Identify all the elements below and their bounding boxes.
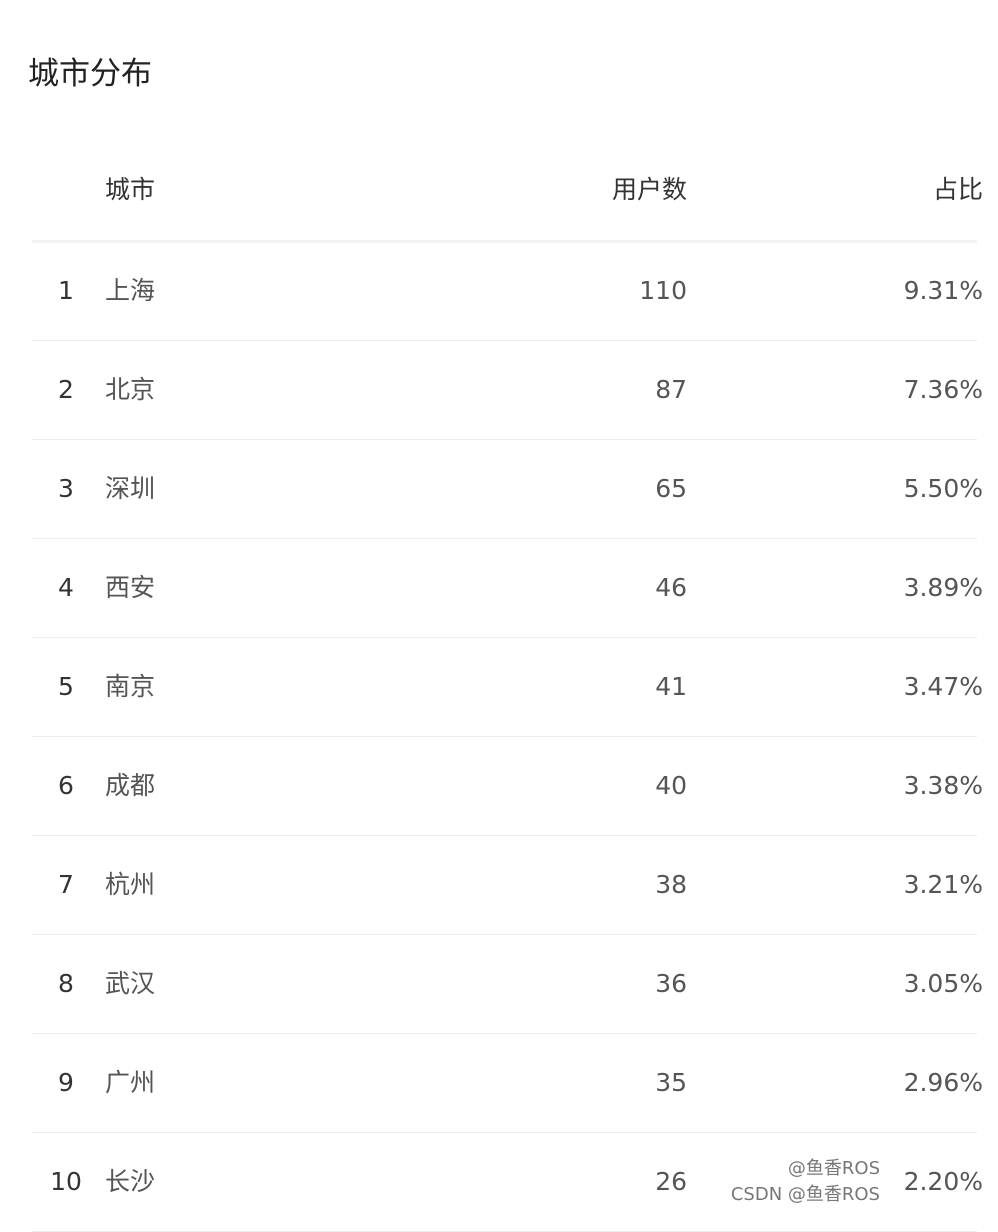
cell-rank: 9 [58,1068,74,1097]
table-row: 7 杭州 38 3.21% [32,835,983,935]
cell-rank: 10 [50,1167,82,1196]
cell-share: 3.21% [903,870,983,899]
cell-city: 长沙 [105,1167,156,1196]
watermark: @鱼香ROS [787,1158,880,1179]
table-row: 10 长沙 26 2.20% [32,1132,983,1232]
cell-rank: 6 [58,771,74,800]
cell-share: 9.31% [903,276,983,305]
cell-users: 38 [655,870,687,899]
cell-rank: 1 [58,276,74,305]
table-row: 4 西安 46 3.89% [32,538,983,638]
cell-city: 武汉 [105,969,156,998]
table-row: 9 广州 35 2.96% [32,1033,983,1133]
cell-share: 2.96% [903,1068,983,1097]
cell-users: 35 [655,1068,687,1097]
cell-share: 3.38% [903,771,983,800]
cell-share: 3.47% [903,672,983,701]
cell-rank: 4 [58,573,74,602]
cell-city: 上海 [105,276,156,305]
cell-rank: 8 [58,969,74,998]
table-row: 6 成都 40 3.38% [32,736,983,836]
cell-city: 西安 [105,573,156,602]
cell-users: 87 [655,375,687,404]
cell-city: 成都 [105,771,156,800]
cell-share: 3.05% [903,969,983,998]
cell-users: 65 [655,474,687,503]
cell-city: 北京 [105,375,156,404]
table-row: 2 北京 87 7.36% [32,340,983,440]
table-row: 3 深圳 65 5.50% [32,439,983,539]
cell-rank: 5 [58,672,74,701]
cell-share: 2.20% [903,1167,983,1196]
cell-city: 深圳 [105,474,156,503]
cell-share: 7.36% [903,375,983,404]
cell-share: 3.89% [903,573,983,602]
cell-users: 40 [655,771,687,800]
cell-share: 5.50% [903,474,983,503]
table-row: 5 南京 41 3.47% [32,637,983,737]
cell-rank: 3 [58,474,74,503]
table-row: 1 上海 110 9.31% [32,241,983,341]
page-title: 城市分布 [28,56,152,92]
cell-users: 46 [655,573,687,602]
cell-users: 26 [655,1167,687,1196]
cell-city: 广州 [105,1068,156,1097]
cell-rank: 2 [58,375,74,404]
cell-rank: 7 [58,870,74,899]
cell-city: 杭州 [105,870,156,899]
table-header: 城市 用户数 占比 [32,140,983,243]
header-users: 用户数 [611,175,687,204]
header-share: 占比 [932,175,983,204]
cell-users: 41 [655,672,687,701]
table-row: 8 武汉 36 3.05% [32,934,983,1034]
cell-city: 南京 [105,672,156,701]
watermark-csdn: CSDN @鱼香ROS [730,1184,880,1205]
header-city: 城市 [105,175,156,204]
cell-users: 110 [639,276,687,305]
cell-users: 36 [655,969,687,998]
